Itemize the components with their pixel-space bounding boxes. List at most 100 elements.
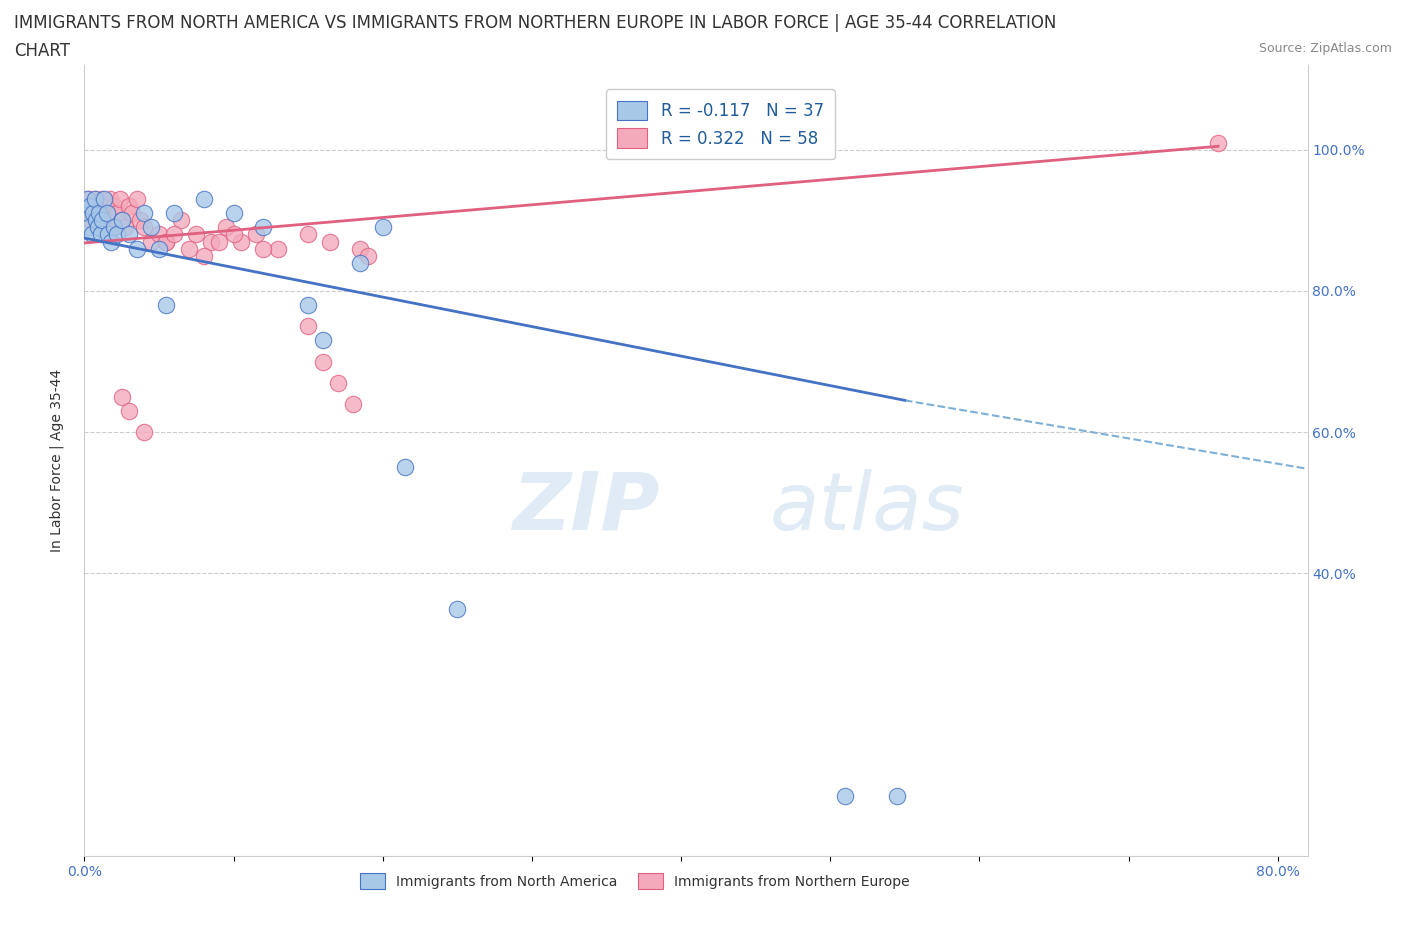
Point: [103, 220, 125, 235]
Point: [82, 206, 104, 220]
Point: [111, 390, 134, 405]
Point: [80, 199, 103, 214]
Point: [83, 192, 105, 206]
Point: [91, 192, 114, 206]
Point: [886, 788, 908, 803]
Point: [312, 333, 335, 348]
Point: [76, 192, 98, 206]
Point: [163, 206, 186, 220]
Point: [94, 213, 117, 228]
Point: [105, 206, 128, 220]
Point: [267, 241, 290, 256]
Point: [111, 213, 134, 228]
Point: [84, 213, 107, 228]
Point: [114, 220, 136, 235]
Y-axis label: In Labor Force | Age 35-44: In Labor Force | Age 35-44: [49, 369, 63, 551]
Point: [100, 234, 122, 249]
Point: [87, 199, 110, 214]
Point: [93, 192, 115, 206]
Legend: Immigrants from North America, Immigrants from Northern Europe: Immigrants from North America, Immigrant…: [353, 866, 917, 897]
Point: [148, 227, 170, 242]
Point: [297, 227, 319, 242]
Text: atlas: atlas: [769, 469, 965, 547]
Point: [163, 227, 186, 242]
Point: [79, 213, 101, 228]
Text: CHART: CHART: [14, 42, 70, 60]
Point: [297, 319, 319, 334]
Point: [215, 220, 238, 235]
Point: [245, 227, 267, 242]
Point: [125, 241, 148, 256]
Point: [90, 227, 112, 242]
Point: [155, 234, 177, 249]
Point: [132, 206, 155, 220]
Point: [155, 234, 177, 249]
Text: ZIP: ZIP: [512, 469, 659, 547]
Point: [79, 199, 101, 214]
Point: [90, 213, 112, 228]
Point: [93, 206, 115, 220]
Point: [101, 220, 124, 235]
Point: [312, 354, 335, 369]
Point: [193, 192, 215, 206]
Point: [118, 227, 141, 242]
Point: [103, 199, 125, 214]
Point: [342, 396, 364, 411]
Point: [141, 234, 163, 249]
Point: [446, 601, 468, 616]
Point: [118, 404, 141, 418]
Point: [89, 206, 111, 220]
Point: [80, 227, 103, 242]
Point: [349, 256, 371, 271]
Point: [371, 220, 394, 235]
Point: [252, 220, 274, 235]
Point: [834, 788, 856, 803]
Point: [118, 199, 141, 214]
Point: [125, 192, 148, 206]
Point: [82, 206, 104, 220]
Point: [132, 425, 155, 440]
Point: [89, 206, 111, 220]
Text: IMMIGRANTS FROM NORTH AMERICA VS IMMIGRANTS FROM NORTHERN EUROPE IN LABOR FORCE : IMMIGRANTS FROM NORTH AMERICA VS IMMIGRA…: [14, 14, 1056, 32]
Point: [83, 192, 105, 206]
Point: [394, 460, 416, 475]
Point: [76, 206, 98, 220]
Point: [357, 248, 380, 263]
Point: [121, 206, 143, 220]
Point: [100, 213, 122, 228]
Point: [108, 192, 131, 206]
Point: [177, 241, 200, 256]
Point: [349, 241, 371, 256]
Point: [77, 192, 100, 206]
Point: [87, 220, 110, 235]
Point: [222, 206, 245, 220]
Point: [84, 213, 107, 228]
Point: [148, 241, 170, 256]
Point: [297, 298, 319, 312]
Point: [75, 199, 97, 214]
Point: [75, 206, 97, 220]
Point: [170, 213, 193, 228]
Point: [222, 227, 245, 242]
Point: [326, 376, 349, 391]
Point: [319, 234, 342, 249]
Point: [155, 298, 177, 312]
Point: [91, 213, 114, 228]
Point: [111, 213, 134, 228]
Point: [252, 241, 274, 256]
Point: [97, 206, 120, 220]
Point: [193, 248, 215, 263]
Point: [77, 220, 100, 235]
Point: [97, 227, 120, 242]
Point: [132, 220, 155, 235]
Point: [186, 227, 208, 242]
Text: Source: ZipAtlas.com: Source: ZipAtlas.com: [1258, 42, 1392, 55]
Point: [98, 192, 121, 206]
Point: [105, 227, 128, 242]
Point: [96, 206, 118, 220]
Point: [96, 199, 118, 214]
Point: [128, 213, 150, 228]
Point: [207, 234, 229, 249]
Point: [229, 234, 252, 249]
Point: [1206, 135, 1229, 150]
